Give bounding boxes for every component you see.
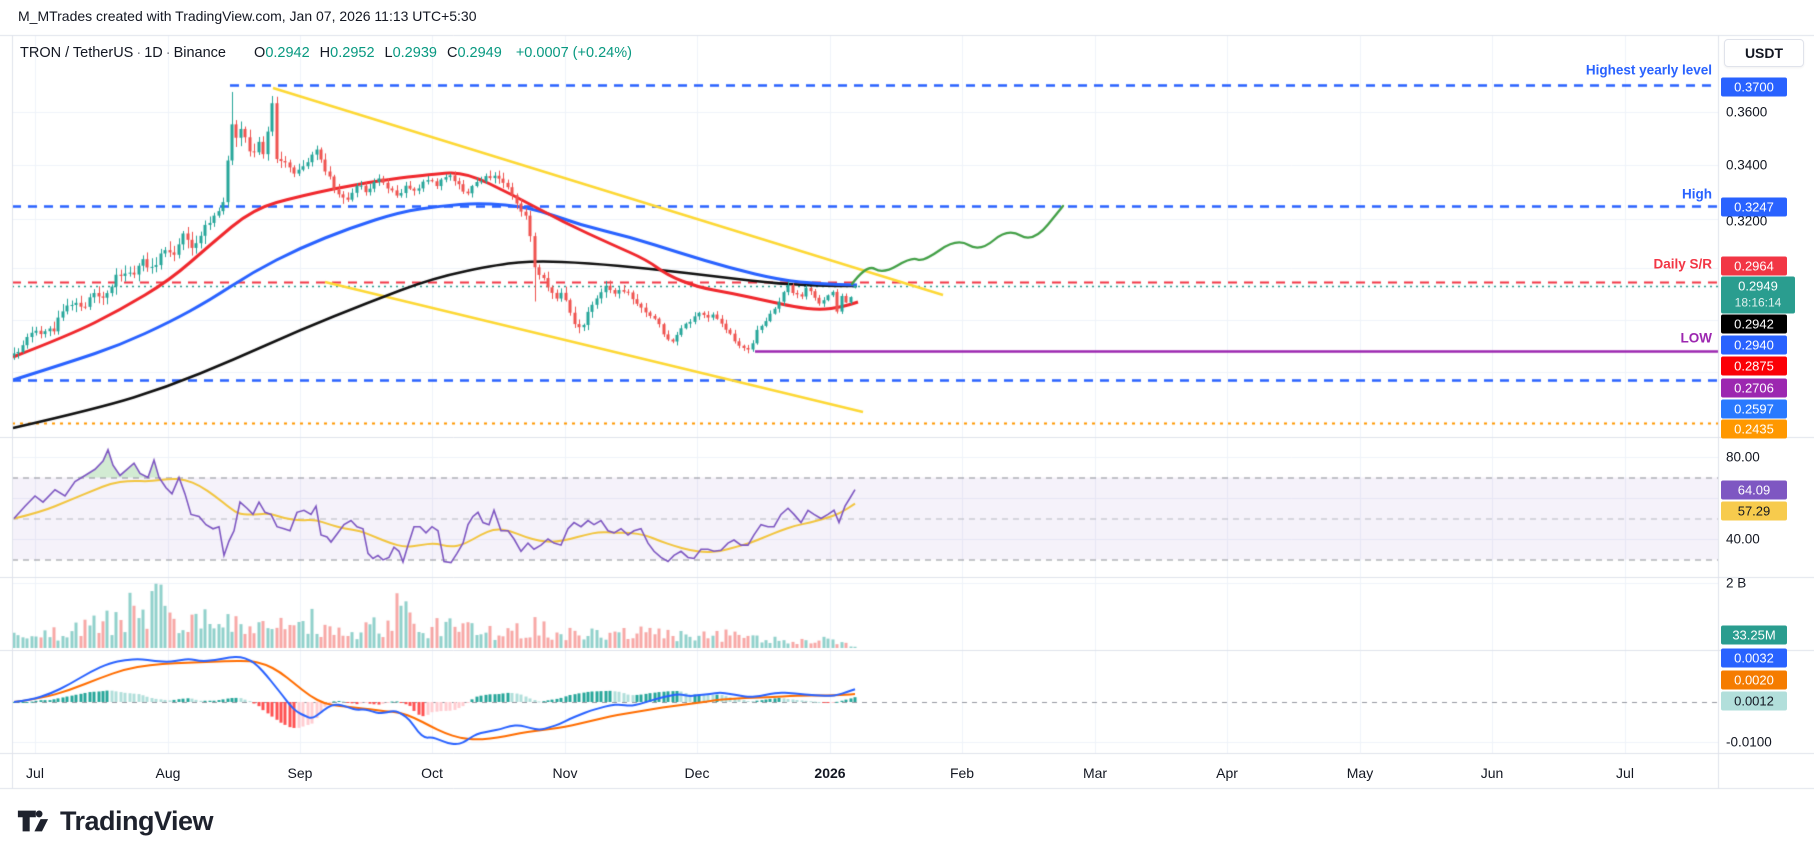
time-axis-label: Mar (1082, 765, 1108, 781)
price-axis-tick: 2 B (1726, 575, 1747, 591)
time-axis-label: Jul (1616, 765, 1634, 781)
time-axis-label: 2026 (814, 765, 846, 781)
ohlc-value: 0.2939 (392, 45, 437, 61)
price-axis-tick: 40.00 (1726, 531, 1760, 547)
countdown-timer: 18:16:14 (1734, 295, 1782, 310)
time-axis-label: Nov (552, 765, 578, 781)
price-label-badge: 0.0020 (1721, 670, 1787, 690)
price-scale[interactable]: 0.3600 0.3400 0.3200 80.00 40.00 2 B -0.0100 0.… (1718, 35, 1814, 788)
price-label-badge: 0.3247 (1721, 197, 1787, 217)
time-axis-label: Dec (684, 765, 710, 781)
price-label-badge: 0.2949 18:16:14 (1721, 276, 1795, 314)
time-axis-label: Sep (287, 765, 313, 781)
ohlc-values: O0.2942 H0.2952 L0.2939 C0.2949 (244, 45, 502, 61)
ohlc-value: 0.2942 (265, 45, 310, 61)
ohlc-value: 0.2949 (457, 45, 502, 61)
symbol-info-bar: TRON / TetherUS · 1D · Binance O0.2942 H0.295… (20, 45, 632, 61)
level-annotation: Daily S/R (1653, 256, 1712, 272)
price-label-badge: 0.2942 (1721, 314, 1787, 334)
ohlc-key: O (254, 45, 266, 61)
currency-toggle-button[interactable]: USDT (1724, 39, 1804, 67)
price-axis-tick: 0.3600 (1726, 104, 1768, 120)
price-label-badge: 0.2875 (1721, 356, 1787, 376)
symbol-title[interactable]: TRON / TetherUS · 1D · Binance (20, 45, 226, 61)
price-label-badge: 0.3700 (1721, 77, 1787, 97)
ohlc-key: L (384, 45, 393, 61)
time-axis-label: May (1346, 765, 1374, 781)
time-axis[interactable]: Jul Aug Sep Oct Nov Dec 2026 Feb Mar Apr May Jun Jul (0, 754, 1718, 788)
price-label-badge: 0.2435 (1721, 419, 1787, 439)
price-label-badge: 0.2964 (1721, 256, 1787, 276)
exchange-label: Binance (173, 45, 226, 61)
price-label-badge: 0.2706 (1721, 378, 1787, 398)
price-axis-tick: 0.3400 (1726, 157, 1768, 173)
level-annotation: LOW (1680, 330, 1713, 346)
time-axis-label: Feb (949, 765, 975, 781)
price-label-badge: 0.0012 (1721, 691, 1787, 711)
price-axis-tick: 0.3200 (1726, 213, 1768, 229)
time-axis-label: Jul (26, 765, 44, 781)
level-annotation: High (1682, 186, 1712, 202)
ohlc-key: H (319, 45, 331, 61)
level-annotation: Highest yearly level (1585, 62, 1712, 78)
attribution-text: M_MTrades created with TradingView.com, … (18, 8, 477, 24)
tradingview-logo-text: TradingView (60, 805, 214, 836)
ohlc-key: C (446, 45, 458, 61)
time-axis-label: Jun (1480, 765, 1504, 781)
price-label-badge: 0.0032 (1721, 648, 1787, 668)
price-label-badge: 0.2940 (1721, 335, 1787, 355)
time-axis-label: Oct (421, 765, 443, 781)
change-value: +0.0007 (+0.24%) (515, 45, 632, 61)
price-label-badge: 57.29 (1721, 501, 1787, 521)
tradingview-logo-icon (16, 804, 50, 838)
price-axis-tick: -0.0100 (1726, 734, 1772, 750)
time-axis-label: Aug (155, 765, 181, 781)
price-label-badge: 0.2597 (1721, 399, 1787, 419)
price-axis-tick: 80.00 (1726, 449, 1760, 465)
price-label-badge: 64.09 (1721, 480, 1787, 500)
interval-label: 1D (144, 45, 163, 61)
tradingview-logo[interactable]: TradingView (16, 804, 214, 838)
time-axis-label: Apr (1216, 765, 1238, 781)
price-label-badge: 33.25M (1721, 625, 1787, 645)
ohlc-value: 0.2952 (330, 45, 375, 61)
